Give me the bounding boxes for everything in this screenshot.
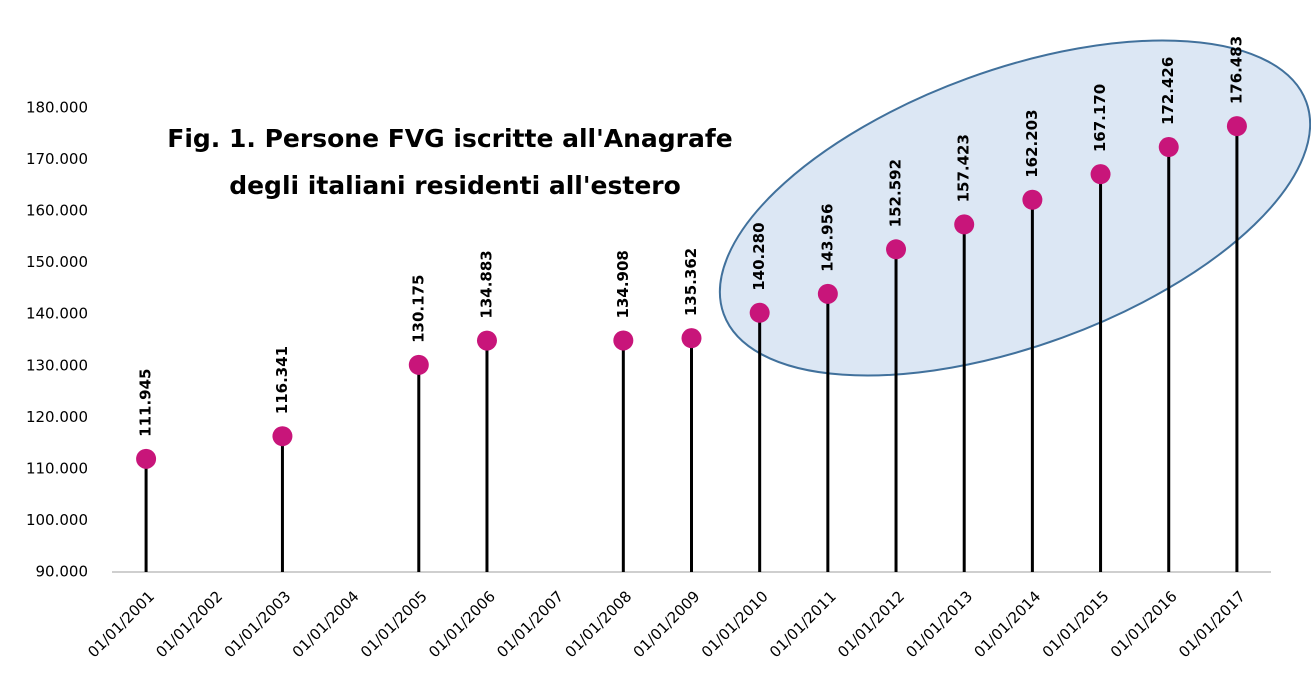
y-tick-label: 160.000 bbox=[26, 202, 88, 220]
value-label: 157.423 bbox=[955, 134, 973, 202]
x-tick-label: 01/01/2004 bbox=[289, 587, 363, 661]
value-label: 143.956 bbox=[818, 203, 836, 271]
value-label: 111.945 bbox=[137, 369, 155, 437]
x-tick-label: 01/01/2008 bbox=[561, 587, 635, 661]
x-tick-label: 01/01/2011 bbox=[766, 587, 840, 661]
marker bbox=[749, 302, 770, 323]
y-tick-label: 90.000 bbox=[36, 563, 89, 581]
marker bbox=[272, 426, 293, 447]
x-tick-label: 01/01/2005 bbox=[357, 587, 431, 661]
marker bbox=[1090, 164, 1111, 185]
chart-title: degli italiani residenti all'estero bbox=[229, 171, 681, 200]
x-tick-label: 01/01/2003 bbox=[221, 587, 295, 661]
marker bbox=[1226, 116, 1247, 137]
x-tick-label: 01/01/2015 bbox=[1039, 587, 1113, 661]
x-tick-label: 01/01/2001 bbox=[84, 587, 158, 661]
value-label: 152.592 bbox=[887, 159, 905, 227]
y-tick-label: 140.000 bbox=[26, 305, 88, 323]
y-tick-label: 120.000 bbox=[26, 408, 88, 426]
y-tick-label: 180.000 bbox=[26, 99, 88, 117]
value-label: 130.175 bbox=[409, 275, 427, 343]
x-tick-label: 01/01/2010 bbox=[698, 587, 772, 661]
x-tick-label: 01/01/2007 bbox=[493, 587, 567, 661]
value-label: 167.170 bbox=[1091, 84, 1109, 152]
marker bbox=[1158, 137, 1179, 158]
value-label: 116.341 bbox=[273, 346, 291, 414]
marker bbox=[954, 214, 975, 235]
value-label: 135.362 bbox=[682, 248, 700, 316]
x-tick-label: 01/01/2002 bbox=[152, 587, 226, 661]
value-label: 162.203 bbox=[1023, 109, 1041, 177]
marker bbox=[408, 354, 429, 375]
highlight-ellipse bbox=[718, 39, 1311, 377]
x-tick-label: 01/01/2013 bbox=[902, 587, 976, 661]
y-tick-label: 100.000 bbox=[26, 511, 88, 529]
chart-title: Fig. 1. Persone FVG iscritte all'Anagraf… bbox=[167, 124, 732, 153]
value-label: 134.908 bbox=[614, 250, 632, 318]
y-tick-label: 110.000 bbox=[26, 459, 88, 477]
marker bbox=[1022, 189, 1043, 210]
y-tick-label: 170.000 bbox=[26, 150, 88, 168]
marker bbox=[886, 239, 907, 260]
value-label: 176.483 bbox=[1227, 36, 1245, 104]
x-tick-label: 01/01/2012 bbox=[834, 587, 908, 661]
x-tick-label: 01/01/2009 bbox=[630, 587, 704, 661]
y-tick-label: 150.000 bbox=[26, 253, 88, 271]
marker bbox=[136, 448, 157, 469]
value-label: 172.426 bbox=[1159, 57, 1177, 125]
x-tick-label: 01/01/2017 bbox=[1175, 587, 1249, 661]
x-tick-label: 01/01/2016 bbox=[1107, 587, 1181, 661]
marker bbox=[681, 328, 702, 349]
x-tick-label: 01/01/2006 bbox=[425, 587, 499, 661]
value-label: 134.883 bbox=[477, 250, 495, 318]
value-label: 140.280 bbox=[750, 222, 768, 290]
marker bbox=[817, 283, 838, 304]
x-tick-label: 01/01/2014 bbox=[971, 587, 1045, 661]
marker bbox=[476, 330, 497, 351]
y-tick-label: 130.000 bbox=[26, 356, 88, 374]
marker bbox=[613, 330, 634, 351]
